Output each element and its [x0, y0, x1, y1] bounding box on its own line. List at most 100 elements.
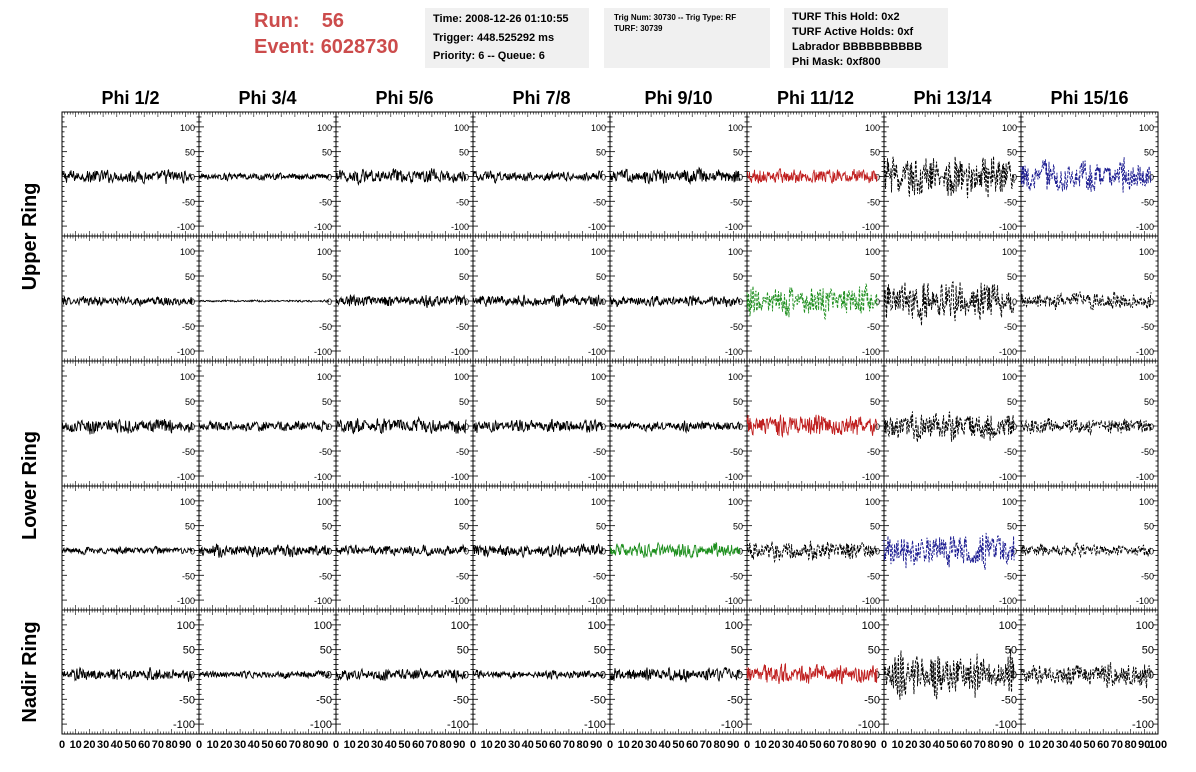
panel-frame: [198, 235, 337, 362]
y-tick-label: 50: [596, 522, 606, 532]
y-tick-label: 0: [875, 546, 880, 556]
y-tick-label: 100: [1002, 247, 1017, 257]
y-tick-label: 50: [733, 397, 743, 407]
y-tick-label: -50: [593, 322, 606, 332]
y-tick-label: 100: [317, 123, 332, 133]
y-tick-label: 100: [728, 497, 743, 507]
y-tick-label: 50: [1007, 148, 1017, 158]
y-tick-label: -100: [999, 347, 1017, 357]
y-tick-label: -100: [999, 596, 1017, 606]
y-tick-label: 50: [322, 272, 332, 282]
y-tick-label: 100: [454, 247, 469, 257]
y-tick-label: -100: [862, 222, 880, 232]
row-label: Lower Ring: [19, 431, 41, 540]
phi-mask-line: Phi Mask: 0xf800: [792, 56, 881, 68]
y-tick-label: 100: [1139, 123, 1154, 133]
y-tick-label: 50: [459, 272, 469, 282]
trigger-line: Trigger: 448.525292 ms: [433, 31, 555, 44]
y-tick-label: 0: [327, 297, 332, 307]
time-info-box: Time: 2008-12-26 01:10:55 Trigger: 448.5…: [425, 8, 589, 68]
y-tick-label: -100: [725, 472, 743, 482]
y-tick-label: -100: [725, 222, 743, 232]
waveform-trace: [1020, 291, 1152, 311]
waveform-trace: [1020, 157, 1152, 193]
y-tick-label: 50: [185, 272, 195, 282]
turf-active-line: TURF Active Holds: 0xf: [792, 26, 914, 38]
turf-info-box: TURF This Hold: 0x2 TURF Active Holds: 0…: [784, 8, 948, 68]
y-tick-label: -50: [1141, 322, 1154, 332]
y-tick-label: -100: [451, 347, 469, 357]
y-tick-label: -100: [177, 596, 195, 606]
y-tick-label: 0: [738, 422, 743, 432]
panel-frame: [746, 485, 885, 611]
panel-frame: [472, 111, 611, 237]
waveform-trace: [198, 171, 330, 182]
y-tick-label: 0: [738, 546, 743, 556]
waveform-trace: [335, 415, 467, 435]
y-tick-label: 100: [728, 372, 743, 382]
y-tick-label: -50: [1004, 197, 1017, 207]
y-tick-label: 50: [322, 397, 332, 407]
waveform-trace: [472, 293, 604, 308]
y-tick-label: 50: [1007, 397, 1017, 407]
y-tick-label: -100: [862, 472, 880, 482]
y-tick-label: 0: [1149, 172, 1154, 182]
y-tick-label: 100: [1002, 123, 1017, 133]
y-tick-label: -50: [182, 322, 195, 332]
y-tick-label: -100: [177, 222, 195, 232]
y-tick-label: 100: [865, 497, 880, 507]
y-tick-label: 100: [1139, 497, 1154, 507]
y-tick-label: 100: [865, 123, 880, 133]
waveform-trace: [61, 169, 193, 185]
y-tick-label: 100: [1139, 372, 1154, 382]
waveform-trace: [335, 543, 467, 557]
y-tick-label: 100: [728, 247, 743, 257]
y-tick-label: 0: [327, 172, 332, 182]
y-tick-label: 0: [190, 546, 195, 556]
waveform-trace: [472, 418, 604, 433]
y-tick-label: -100: [725, 596, 743, 606]
y-tick-label: 0: [1012, 546, 1017, 556]
y-tick-label: 50: [185, 522, 195, 532]
priority-line: Priority: 6 -- Queue: 6: [433, 50, 545, 62]
y-tick-label: -100: [862, 596, 880, 606]
y-tick-label: 0: [327, 422, 332, 432]
y-tick-label: 100: [454, 497, 469, 507]
waveform-trace: [883, 411, 1015, 443]
y-tick-label: -50: [456, 322, 469, 332]
y-tick-label: -100: [314, 222, 332, 232]
y-tick-label: -50: [730, 322, 743, 332]
y-tick-label: 100: [591, 497, 606, 507]
y-tick-label: 0: [464, 297, 469, 307]
y-tick-label: -50: [319, 197, 332, 207]
y-tick-label: -50: [593, 447, 606, 457]
column-title: Phi 15/16: [1050, 88, 1128, 108]
y-tick-label: 100: [454, 372, 469, 382]
y-tick-label: 50: [185, 148, 195, 158]
y-tick-label: 50: [322, 522, 332, 532]
y-tick-label: -50: [1004, 322, 1017, 332]
y-tick-label: -50: [730, 197, 743, 207]
waveform-trace: [472, 170, 604, 184]
turf-hold-line: TURF This Hold: 0x2: [792, 11, 900, 23]
y-tick-label: -50: [319, 447, 332, 457]
y-tick-label: -100: [451, 222, 469, 232]
waveform-trace: [472, 543, 604, 559]
y-tick-label: 0: [1012, 172, 1017, 182]
y-tick-label: -50: [730, 447, 743, 457]
run-label: Run:: [254, 10, 300, 32]
waveform-trace: [609, 420, 741, 434]
row-label: Upper Ring: [19, 183, 41, 291]
waveform-trace: [198, 299, 330, 303]
y-tick-label: 50: [596, 397, 606, 407]
waveform-trace: [1020, 542, 1152, 559]
waveform-trace: [61, 418, 193, 435]
y-tick-label: -50: [1004, 447, 1017, 457]
y-tick-label: 100: [317, 247, 332, 257]
y-tick-label: 100: [591, 123, 606, 133]
y-tick-label: 50: [1144, 148, 1154, 158]
waveform-trace: [746, 414, 878, 439]
column-title: Phi 13/14: [913, 88, 991, 108]
y-tick-label: 50: [1007, 522, 1017, 532]
